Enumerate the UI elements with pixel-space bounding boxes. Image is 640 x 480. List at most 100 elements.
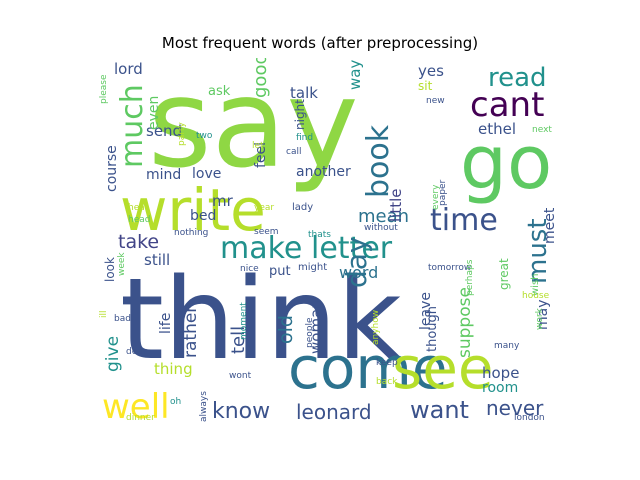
word-even: even [146,96,162,130]
word-lady: lady [292,202,313,213]
word-dinner: dinner [126,413,155,423]
word-people: people [305,317,315,348]
word-never: never [486,396,544,420]
word-work: work [535,307,545,330]
word-go: go [460,120,552,206]
word-little: little [387,189,405,223]
word-ill: ill [99,310,109,318]
word-anyhow: anyhow [371,310,381,345]
word-thing: thing [154,360,193,378]
word-lord: lord [114,60,143,78]
word-tell: tell [228,326,249,354]
word-two: two [196,131,213,141]
word-meet: meet [542,207,558,244]
word-head: head [128,215,150,225]
word-think: think [120,255,402,385]
word-day: day [340,236,373,288]
word-old: old [275,315,297,344]
word-find: find [296,133,313,143]
word-good: good [250,58,271,98]
word-want: want [410,396,469,424]
word-might: might [298,262,327,273]
word-hope: hope [482,364,519,382]
word-cant: cant [470,85,544,125]
word-house: house [522,291,550,301]
word-tomorrow: tomorrow [428,263,471,273]
word-every: every [431,184,441,210]
word-leave: leave [418,292,434,330]
word-oh: oh [170,397,181,407]
word-ask: ask [208,84,231,99]
word-please: please [99,74,109,104]
word-put: put [269,264,291,279]
word-suppose: suppose [455,287,475,358]
word-life: life [158,313,174,334]
word-keep: keep [376,358,398,368]
word-much: much [115,84,150,168]
word-wish: wish [530,273,541,296]
word-letter: letter [311,231,393,266]
word-leonard: leonard [296,400,372,424]
word-hear: hear [128,203,149,213]
word-ethel: ethel [478,120,516,138]
word-know: know [212,399,270,424]
word-moment: moment [239,302,249,340]
word-must: must [523,218,553,284]
chart-title: Most frequent words (after preprocessing… [161,34,479,52]
word-mr: mr [212,192,234,210]
word-another: another [296,164,351,180]
word-may: may [535,299,551,330]
word-yes: yes [418,62,444,80]
word-bad: bad [114,314,131,324]
word-woman: woman [307,299,325,354]
word-word: word [339,263,378,282]
word-new: new [426,96,445,106]
word-sit: sit [418,79,433,93]
word-make: make [220,231,302,266]
word-dear: dear [126,347,147,357]
word-thats: thats [308,230,331,240]
word-still: still [144,251,170,269]
word-mind: mind [146,167,181,183]
word-many: many [494,341,520,351]
word-feel: feel [253,142,269,168]
word-well: well [102,387,170,427]
word-london: london [514,413,545,423]
word-mean: mean [358,206,409,227]
word-wont: wont [229,371,252,381]
word-though: though [425,306,440,352]
word-seem: seem [254,227,279,237]
word-paper: paper [438,180,448,206]
word-year: year [254,203,274,213]
word-back: back [376,377,398,387]
word-look: look [103,257,117,282]
word-room: room [482,380,518,396]
word-talk: talk [290,84,318,102]
word-night: night [293,99,307,130]
word-without: without [364,223,398,233]
word-course: course [104,145,120,192]
word-read: read [488,63,547,93]
word-give: give [103,336,123,372]
word-next: next [532,125,552,135]
word-call: call [286,147,301,157]
word-come: come [288,334,448,402]
word-nothing: nothing [174,228,208,238]
word-see: see [392,334,494,402]
word-let: let [252,141,264,151]
word-rather: rather [181,306,201,358]
word-nice: nice [240,264,259,274]
word-book: book [361,124,396,198]
word-send: send [146,122,182,140]
word-bed: bed [190,208,216,224]
word-great: great [497,258,511,290]
word-party: party [177,122,187,146]
word-week: week [117,252,127,276]
word-say: say [148,58,359,195]
word-take: take [118,231,159,253]
word-always: always [199,391,209,422]
word-perhaps: perhaps [465,259,475,296]
word-time: time [430,203,498,238]
word-write: write [120,176,266,244]
